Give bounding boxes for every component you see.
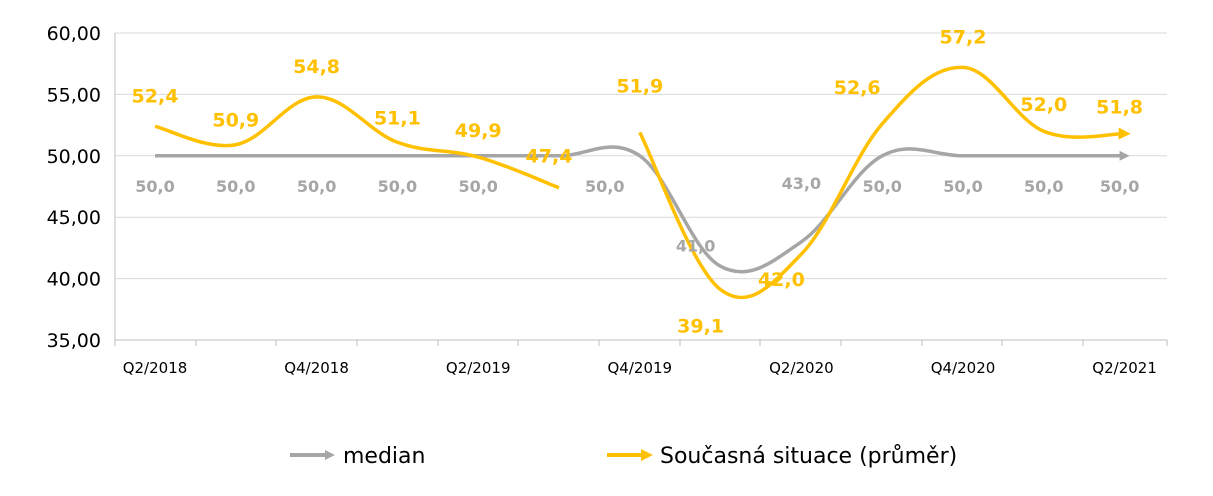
legend-label-current: Současná situace (průměr) — [660, 444, 957, 469]
axes — [114, 33, 1167, 341]
data-label-median: 50,0 — [943, 177, 982, 196]
data-label-median: 50,0 — [862, 177, 901, 196]
series-line-current-part1 — [154, 95, 560, 190]
series-lines — [154, 65, 1131, 300]
data-label-current: 57,2 — [940, 26, 987, 48]
data-label-median: 50,0 — [378, 177, 417, 196]
legend-item-median[interactable]: median — [290, 444, 425, 469]
data-labels: 50,0 50,0 50,0 50,0 50,0 50,0 41,0 43,0 50,0 50,0… — [132, 26, 1143, 337]
x-axis-ticks: Q2/2018 Q4/2018 Q2/2019 Q4/2019 Q2/2020 Q4/20… — [114, 340, 1168, 377]
data-label-current: 49,9 — [455, 120, 502, 142]
data-label-current: 52,6 — [834, 77, 881, 99]
data-label-current: 42,0 — [758, 269, 805, 291]
data-label-median: 50,0 — [458, 177, 497, 196]
data-label-median: 41,0 — [676, 236, 715, 255]
y-tick-label: 35,00 — [47, 330, 101, 352]
data-label-current: 52,4 — [132, 85, 179, 107]
y-axis-ticks: 35,00 40,00 45,00 50,00 55,00 60,00 — [47, 23, 101, 352]
y-tick-label: 55,00 — [47, 84, 101, 106]
data-label-median: 43,0 — [782, 174, 821, 193]
data-label-median: 50,0 — [135, 177, 174, 196]
data-label-current: 54,8 — [293, 56, 340, 78]
y-tick-label: 40,00 — [47, 269, 101, 291]
x-tick-label: Q2/2019 — [446, 359, 511, 377]
data-label-median: 50,0 — [216, 177, 255, 196]
data-label-current: 51,9 — [616, 75, 663, 97]
legend-label-median: median — [343, 444, 425, 469]
data-label-median: 50,0 — [297, 177, 336, 196]
x-tick-label: Q2/2020 — [769, 359, 834, 377]
series-line-current-part2 — [638, 65, 1131, 300]
data-label-current: 50,9 — [212, 110, 259, 132]
x-tick-label: Q2/2021 — [1092, 359, 1157, 377]
data-label-current: 51,8 — [1096, 97, 1143, 119]
y-tick-label: 60,00 — [47, 23, 101, 45]
data-label-current: 39,1 — [677, 316, 724, 338]
legend-item-current[interactable]: Současná situace (průměr) — [607, 444, 957, 469]
x-tick-label: Q4/2019 — [608, 359, 673, 377]
x-tick-label: Q4/2018 — [284, 359, 349, 377]
data-label-median: 50,0 — [1100, 177, 1139, 196]
legend: median Současná situace (průměr) — [290, 444, 957, 469]
series-line-median — [155, 145, 1130, 274]
y-tick-label: 45,00 — [47, 207, 101, 229]
data-label-median: 50,0 — [585, 177, 624, 196]
data-label-current: 52,0 — [1020, 94, 1067, 116]
data-label-current: 51,1 — [374, 107, 421, 129]
x-tick-label: Q2/2018 — [123, 359, 188, 377]
data-label-current: 47,4 — [526, 146, 573, 168]
y-tick-label: 50,00 — [47, 146, 101, 168]
x-tick-label: Q4/2020 — [931, 359, 996, 377]
data-label-median: 50,0 — [1024, 177, 1063, 196]
